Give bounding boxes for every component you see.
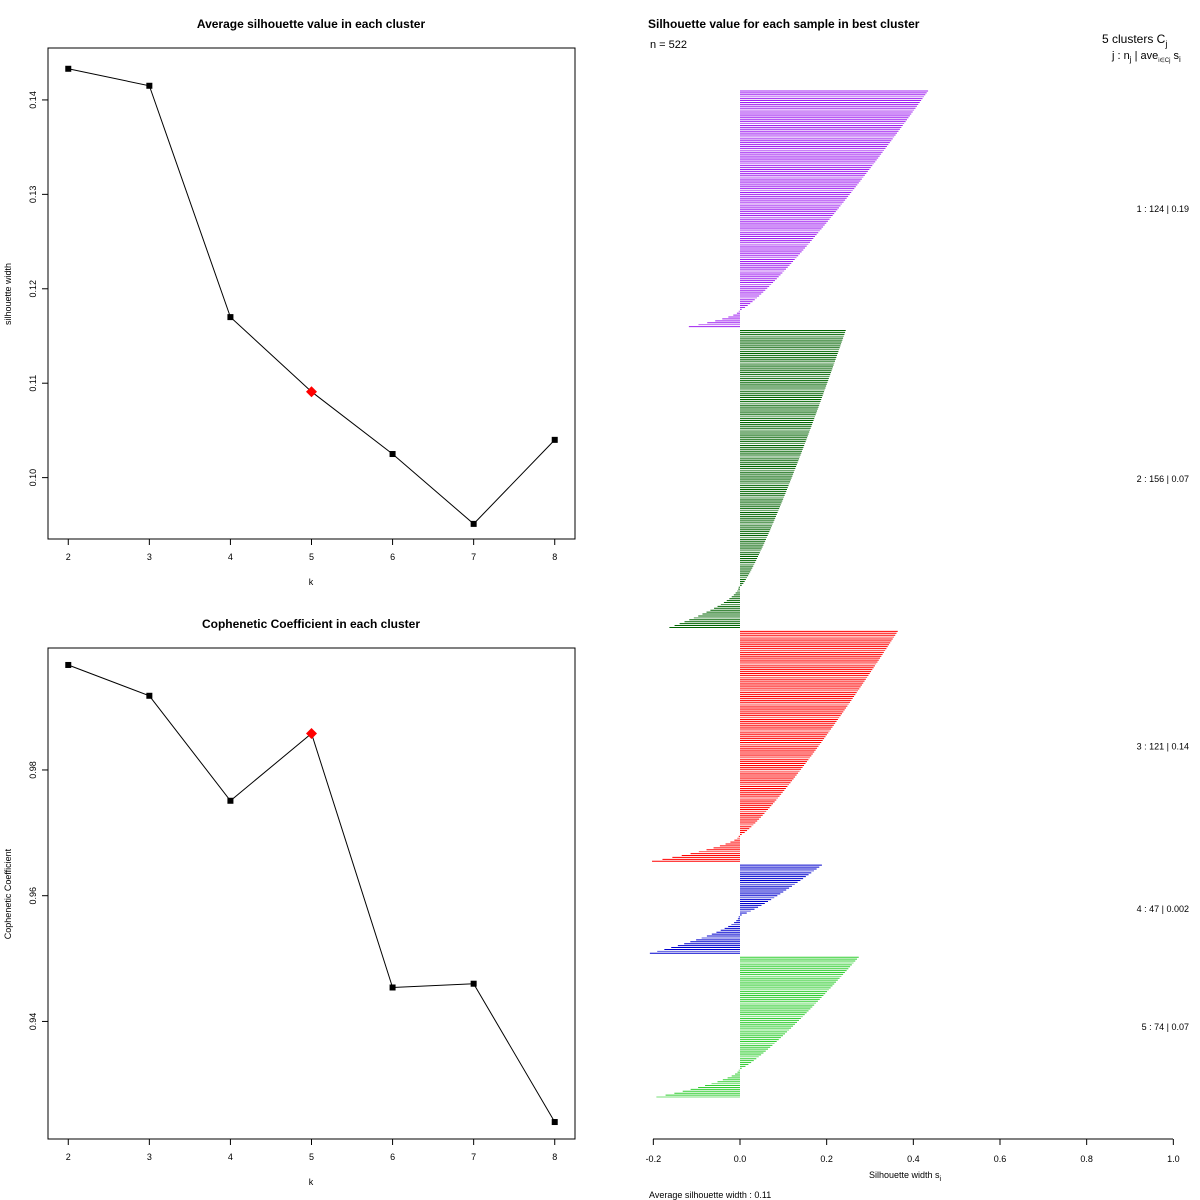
data-point [146,692,153,699]
y-tick-label: 0.13 [28,186,38,204]
average-silhouette-label: Average silhouette width : 0.11 [649,1190,771,1200]
legend-columns-sub: j [1129,55,1132,64]
plot-frame [47,47,576,540]
legend-columns-mid: | ave [1132,50,1159,62]
sample-count: n = 522 [650,39,687,51]
y-axis: 0.94 0.96 0.98 [28,761,49,1031]
legend-columns-sub: i∈Cj [1158,57,1170,64]
chart-title: Cophenetic Coefficient in each cluster [202,617,420,631]
data-point [227,797,234,804]
cluster-3-label: 3 : 121 | 0.14 [1137,741,1189,751]
cluster-5-bars [656,956,859,1098]
x-tick-label: 3 [147,552,152,562]
x-tick-label: 0.8 [1080,1154,1093,1164]
silhouette-line-chart: Average silhouette value in each cluster… [3,17,576,587]
x-tick-label: -0.2 [646,1154,662,1164]
x-tick-label: 4 [228,552,233,562]
data-point [389,451,396,458]
x-tick-label: 8 [552,1152,557,1162]
x-tick-label: 8 [552,552,557,562]
x-tick-label: 7 [471,1152,476,1162]
x-tick-label: 5 [309,1152,314,1162]
x-axis-label: Silhouette width si [869,1170,942,1183]
data-point [470,520,477,527]
data-point [389,984,396,991]
highlight-point [306,728,317,740]
cluster-4-bars [649,864,822,954]
data-point [65,661,72,668]
x-tick-label: 0.2 [820,1154,833,1164]
cluster-3-bars [652,630,898,862]
y-tick-label: 0.10 [28,469,38,487]
x-tick-label: 3 [147,1152,152,1162]
x-tick-label: 5 [309,552,314,562]
chart-title: Average silhouette value in each cluster [197,17,426,31]
x-axis-label-sub: i [940,1176,942,1183]
x-tick-label: 0.0 [734,1154,747,1164]
data-point [65,65,72,72]
x-axis-label: k [309,1177,314,1187]
cluster-1-bars [688,90,929,328]
cluster-5-label: 5 : 74 | 0.07 [1142,1022,1189,1032]
cluster-2-bars [669,330,846,628]
x-tick-label: 4 [228,1152,233,1162]
series-line [65,65,558,527]
y-tick-label: 0.14 [28,91,38,109]
y-tick-label: 0.12 [28,280,38,298]
x-axis: -0.2 0.0 0.2 0.4 0.6 0.8 1.0 [646,1139,1180,1164]
legend-columns: j : nj | avei∈Cj si [1111,50,1181,64]
y-tick-label: 0.96 [28,887,38,905]
legend-columns-tail: s [1170,50,1179,62]
plot-frame [47,647,576,1140]
y-axis: 0.10 0.11 0.12 0.13 0.14 [28,91,49,487]
legend-header-sub: j [1164,39,1167,49]
x-tick-label: 6 [390,552,395,562]
x-tick-label: 2 [66,552,71,562]
chart-title: Silhouette value for each sample in best… [648,17,920,31]
series-path [68,68,556,525]
data-point [227,314,234,321]
legend-header-main: 5 clusters C [1102,32,1166,46]
cophenetic-line-chart: Cophenetic Coefficient in each cluster 2… [3,617,576,1187]
silhouette-bars [649,90,929,1098]
x-tick-label: 2 [66,1152,71,1162]
x-axis: 2 3 4 5 6 7 8 [66,1138,557,1162]
data-point [146,82,153,89]
x-tick-label: 6 [390,1152,395,1162]
cluster-1-label: 1 : 124 | 0.19 [1137,204,1189,214]
y-axis-label: silhouette width [3,263,13,325]
cluster-2-label: 2 : 156 | 0.07 [1137,474,1189,484]
data-point [551,436,558,443]
x-tick-label: 1.0 [1167,1154,1180,1164]
x-tick-label: 7 [471,552,476,562]
x-axis-label-main: Silhouette width s [869,1170,940,1180]
data-point [551,1119,558,1126]
legend-columns-sub: i [1179,55,1181,64]
x-axis-label: k [309,577,314,587]
y-axis-label: Cophenetic Coefficient [3,848,13,939]
y-tick-label: 0.11 [28,375,38,392]
legend-header: 5 clusters Cj [1102,32,1167,49]
y-tick-label: 0.98 [28,761,38,779]
x-axis: 2 3 4 5 6 7 8 [66,538,557,562]
x-tick-label: 0.6 [994,1154,1007,1164]
silhouette-bar-chart: Silhouette value for each sample in best… [646,17,1189,1200]
data-point [470,980,477,987]
legend-columns-main: j : n [1111,50,1130,62]
x-tick-label: 0.4 [907,1154,920,1164]
cluster-labels: 1 : 124 | 0.19 2 : 156 | 0.07 3 : 121 | 0.… [1137,204,1189,1032]
highlight-point [306,386,317,398]
y-tick-label: 0.94 [28,1013,38,1031]
series-line [65,661,558,1126]
cluster-4-label: 4 : 47 | 0.002 [1137,904,1189,914]
